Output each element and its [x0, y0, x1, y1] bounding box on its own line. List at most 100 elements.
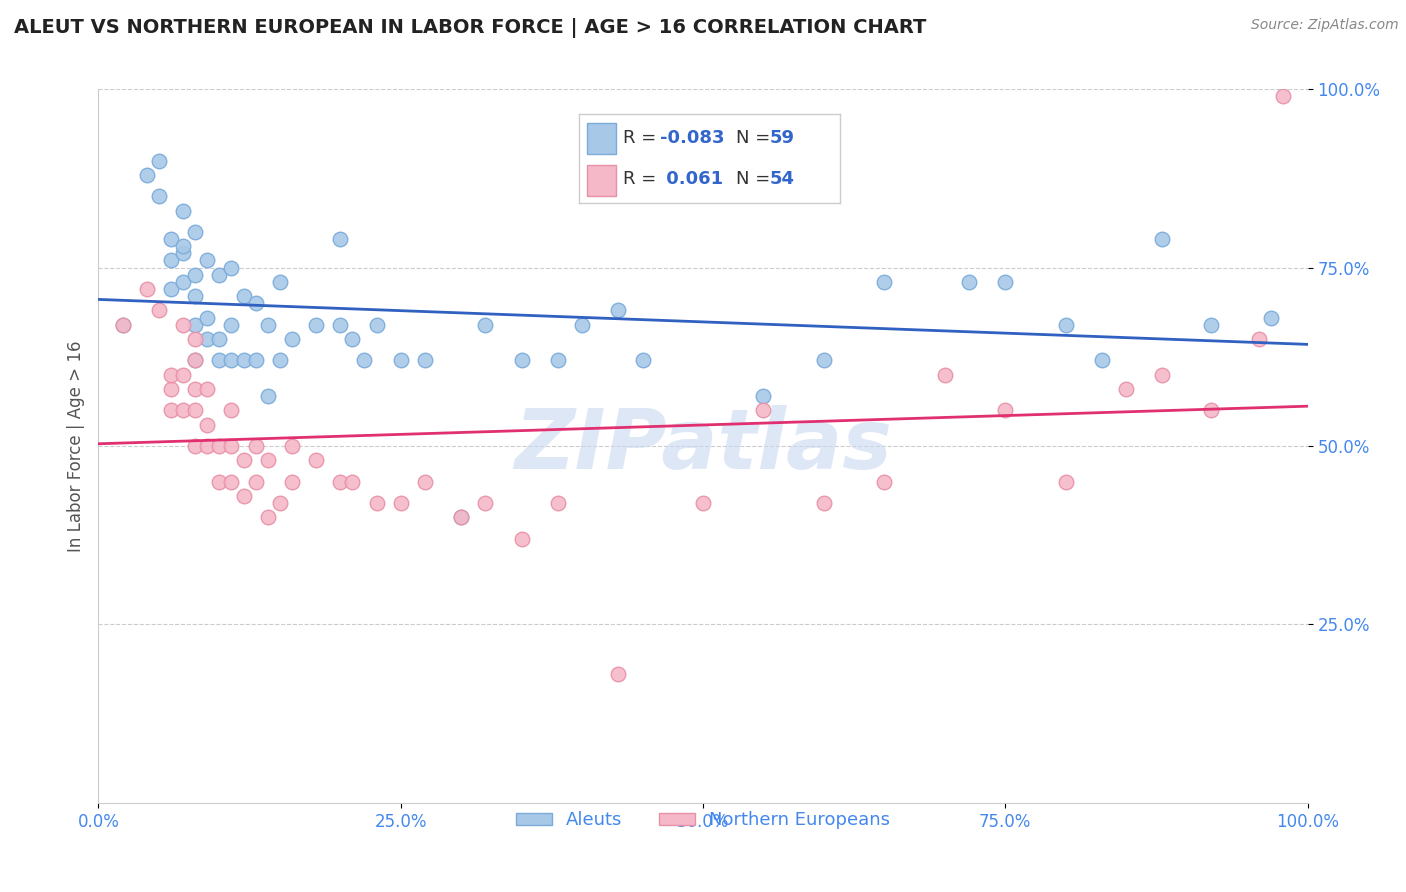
Text: N =: N = — [735, 170, 776, 188]
Point — [245, 475, 267, 489]
Text: Source: ZipAtlas.com: Source: ZipAtlas.com — [1251, 18, 1399, 32]
Point — [1249, 332, 1271, 346]
Point — [353, 353, 375, 368]
Point — [269, 353, 291, 368]
Text: -0.083: -0.083 — [659, 129, 724, 147]
Point — [1091, 353, 1114, 368]
Point — [256, 318, 278, 332]
Point — [184, 318, 207, 332]
Point — [172, 318, 194, 332]
Point — [1152, 368, 1174, 382]
Point — [813, 496, 835, 510]
Point — [1152, 232, 1174, 246]
Text: 59: 59 — [770, 129, 794, 147]
Point — [547, 496, 569, 510]
Point — [172, 203, 194, 218]
Point — [184, 353, 207, 368]
Point — [1054, 475, 1077, 489]
Point — [342, 475, 364, 489]
Point — [474, 318, 496, 332]
Point — [160, 282, 183, 296]
Point — [135, 282, 157, 296]
Point — [366, 318, 388, 332]
Point — [221, 439, 243, 453]
Point — [329, 475, 352, 489]
Point — [413, 353, 436, 368]
Text: 0.061: 0.061 — [659, 170, 723, 188]
Point — [221, 475, 243, 489]
Point — [184, 225, 207, 239]
Point — [208, 439, 231, 453]
Point — [269, 496, 291, 510]
Point — [934, 368, 956, 382]
FancyBboxPatch shape — [586, 123, 616, 154]
Legend: Aleuts, Northern Europeans: Aleuts, Northern Europeans — [509, 805, 897, 837]
Point — [195, 417, 218, 432]
Point — [232, 453, 254, 467]
Point — [389, 496, 412, 510]
Point — [389, 353, 412, 368]
Point — [305, 318, 328, 332]
Point — [413, 475, 436, 489]
Point — [172, 368, 194, 382]
Point — [1260, 310, 1282, 325]
Text: ALEUT VS NORTHERN EUROPEAN IN LABOR FORCE | AGE > 16 CORRELATION CHART: ALEUT VS NORTHERN EUROPEAN IN LABOR FORC… — [14, 18, 927, 37]
Point — [208, 332, 231, 346]
Point — [111, 318, 134, 332]
Point — [450, 510, 472, 524]
Point — [256, 389, 278, 403]
Point — [160, 232, 183, 246]
Point — [195, 253, 218, 268]
Point — [571, 318, 593, 332]
Point — [752, 403, 775, 417]
Point — [221, 353, 243, 368]
Point — [195, 439, 218, 453]
Point — [256, 453, 278, 467]
Point — [160, 253, 183, 268]
Point — [184, 353, 207, 368]
Point — [184, 268, 207, 282]
Point — [232, 489, 254, 503]
Point — [873, 475, 896, 489]
Point — [172, 403, 194, 417]
Point — [160, 368, 183, 382]
Point — [752, 389, 775, 403]
Point — [342, 332, 364, 346]
Point — [172, 246, 194, 260]
Point — [1199, 403, 1222, 417]
Point — [245, 296, 267, 310]
Point — [329, 232, 352, 246]
Text: 54: 54 — [770, 170, 794, 188]
Point — [305, 453, 328, 467]
Text: R =: R = — [623, 170, 662, 188]
Text: ZIPatlas: ZIPatlas — [515, 406, 891, 486]
Point — [208, 268, 231, 282]
Point — [221, 403, 243, 417]
Point — [1199, 318, 1222, 332]
Point — [329, 318, 352, 332]
Point — [281, 332, 304, 346]
Point — [160, 403, 183, 417]
Point — [148, 303, 170, 318]
Point — [1272, 89, 1295, 103]
Point — [245, 353, 267, 368]
Point — [269, 275, 291, 289]
Point — [873, 275, 896, 289]
Point — [450, 510, 472, 524]
Point — [184, 382, 207, 396]
Point — [1054, 318, 1077, 332]
Point — [208, 353, 231, 368]
Point — [994, 403, 1017, 417]
Point — [957, 275, 980, 289]
Point — [172, 239, 194, 253]
Point — [281, 475, 304, 489]
Point — [607, 303, 630, 318]
Point — [256, 510, 278, 524]
Point — [510, 353, 533, 368]
Point — [184, 439, 207, 453]
FancyBboxPatch shape — [586, 165, 616, 196]
Text: R =: R = — [623, 129, 662, 147]
Point — [184, 289, 207, 303]
Point — [607, 667, 630, 681]
Point — [547, 353, 569, 368]
